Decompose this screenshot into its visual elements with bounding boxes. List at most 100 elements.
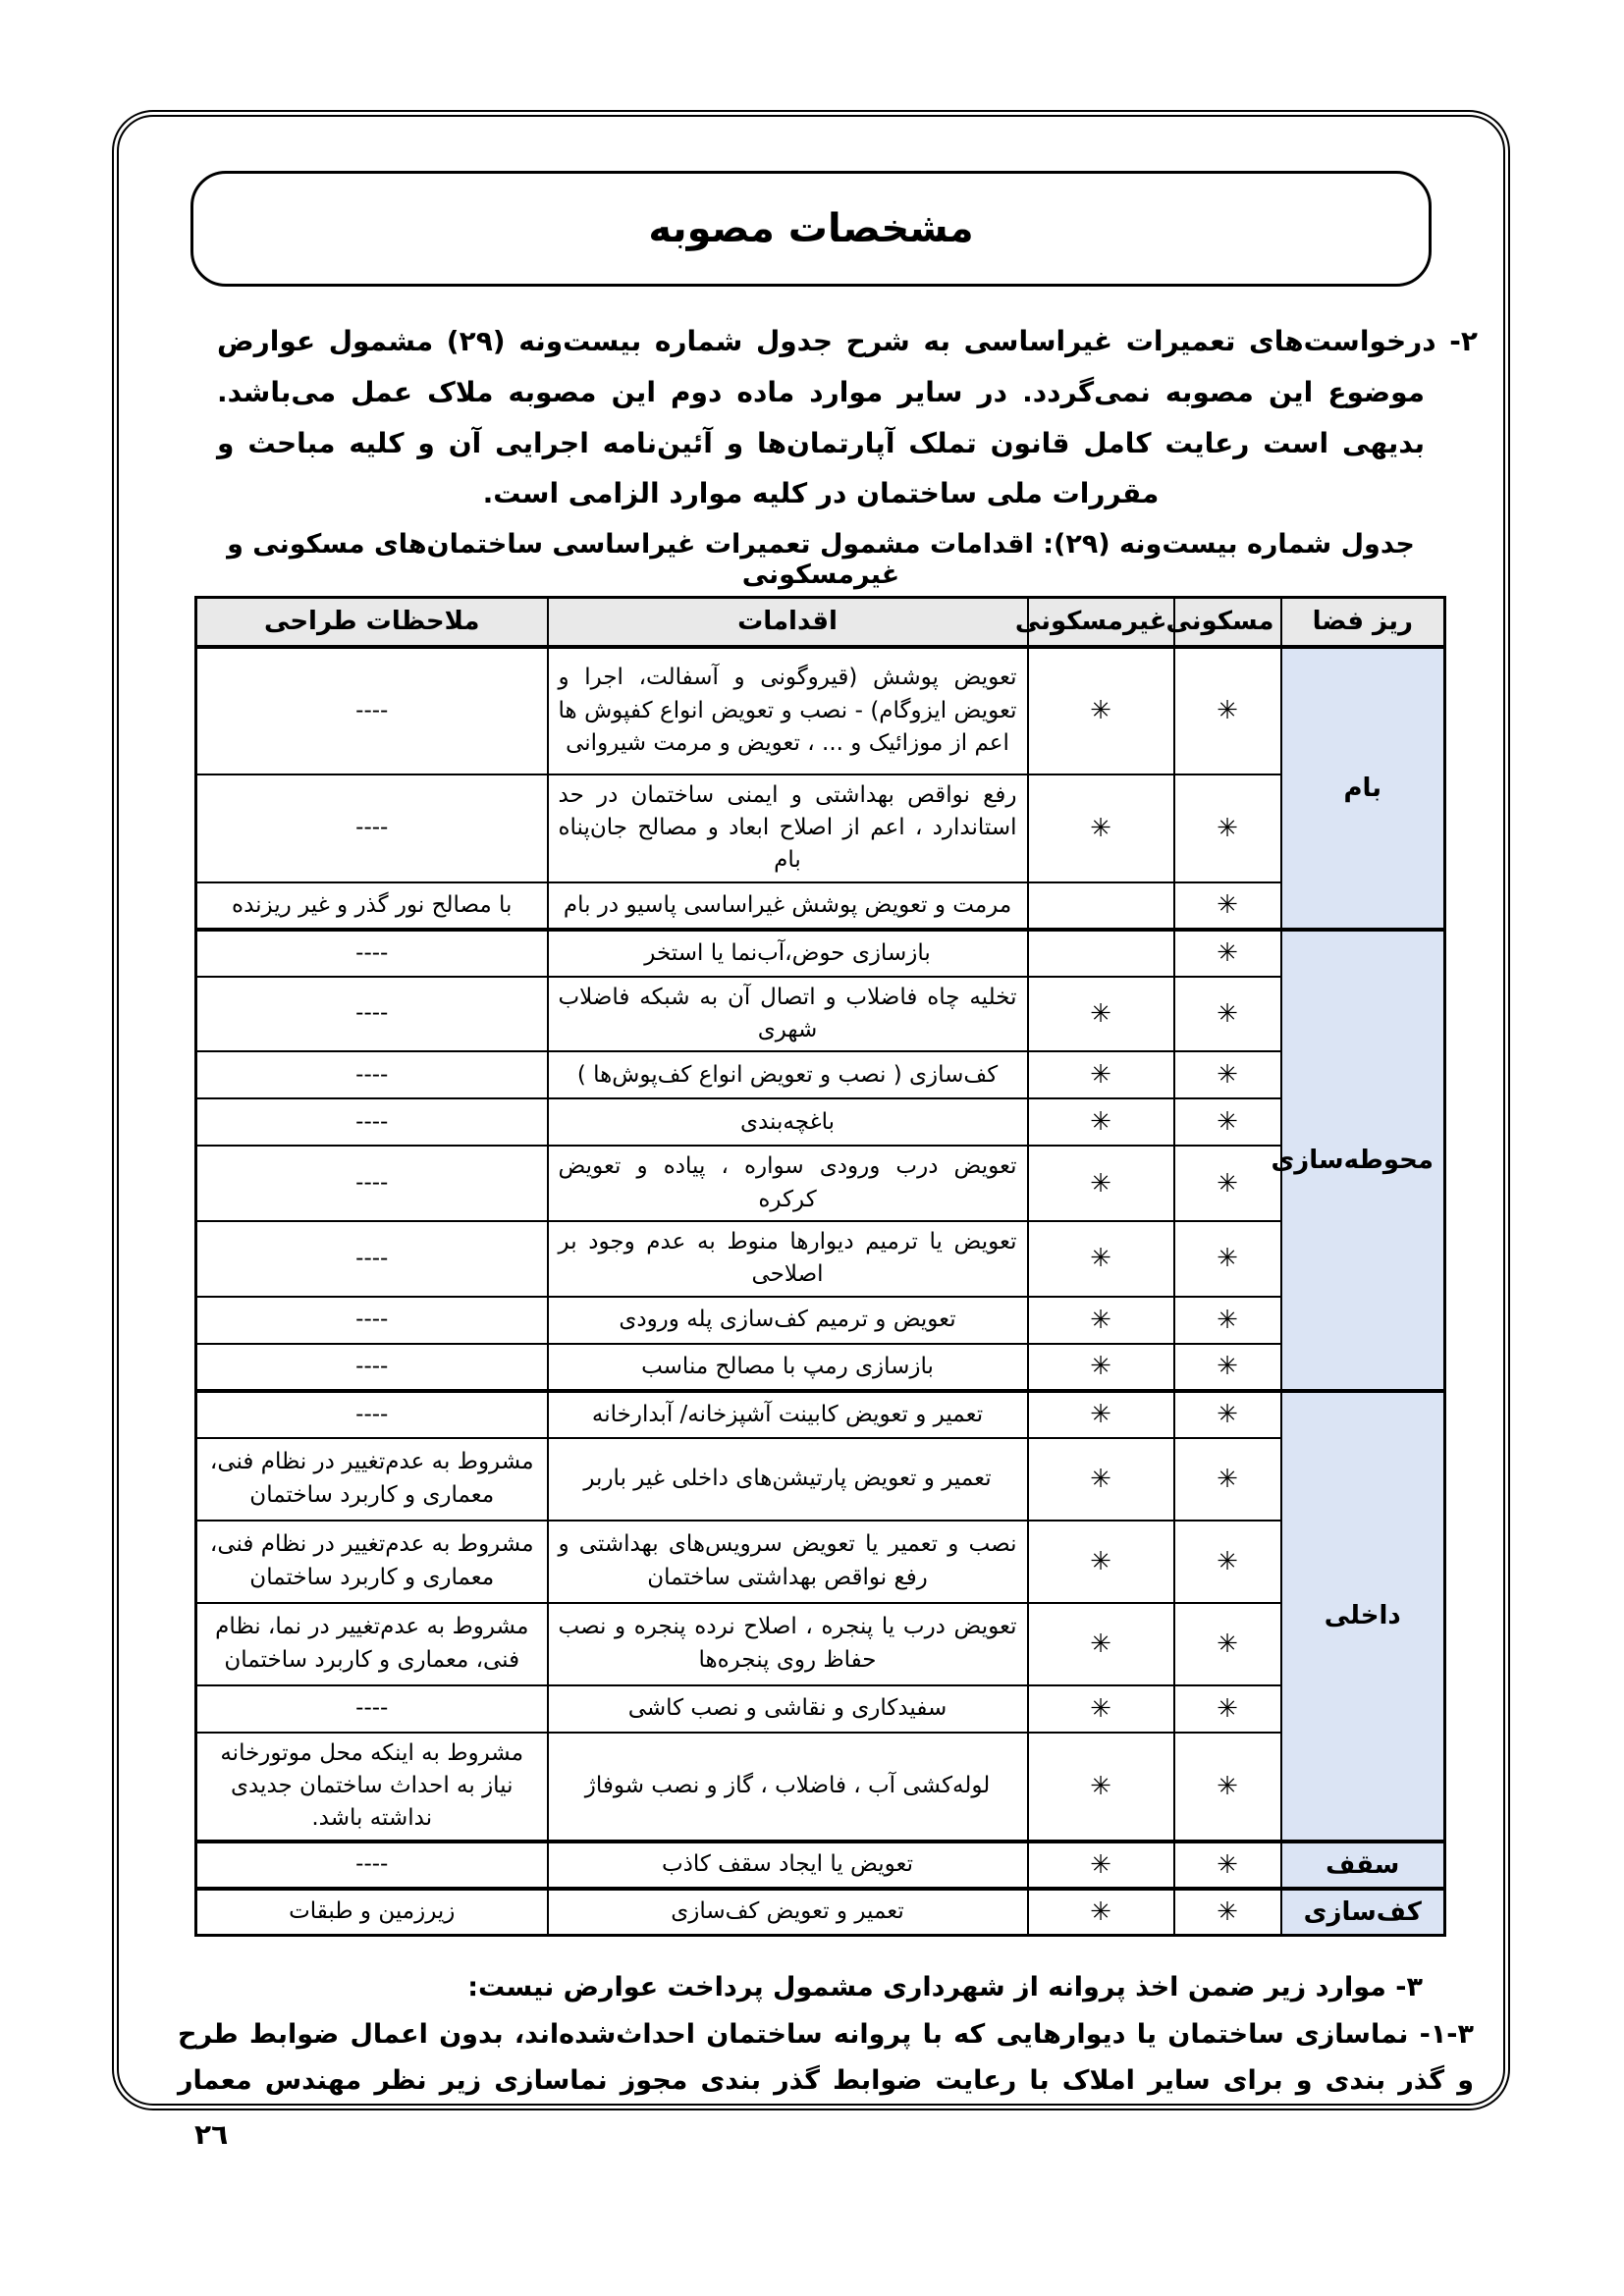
note-cell: ---- [194,1839,549,1890]
mark-nonresidential: ✳ [1026,1050,1175,1100]
note-cell: ---- [194,1342,549,1392]
mark-residential: ✳ [1172,773,1282,883]
mark-nonresidential: ✳ [1026,1388,1175,1439]
table-row: ✳ مرمت و تعویض پوشش غیراساسی پاسیو در با… [194,881,1445,931]
mark-residential: ✳ [1172,1145,1282,1223]
action-cell: تعویض یا ایجاد سقف کاذب [546,1839,1029,1890]
action-cell: تعمیر و تعویض کف‌سازی [546,1886,1029,1937]
action-cell: تعمیر و تعویض پارتیشن‌های داخلی غیر بارب… [546,1436,1029,1522]
note-cell: ---- [194,1145,549,1223]
closing-notes: ۳- موارد زیر ضمن اخذ پروانه از شهرداری م… [178,1964,1474,2104]
table-row: ✳ ✳ بازسازی رمپ با مصالح مناسب ---- [194,1342,1445,1392]
table-row: بام ✳ ✳ تعویض پوشش (قیروگونی و آسفالت، ا… [194,644,1446,931]
mark-residential: ✳ [1172,1097,1282,1148]
action-cell: لوله‌کشی آب ، فاضلاب ، گاز و نصب شوفاژ [546,1731,1029,1842]
note-cell: ---- [194,1295,549,1345]
table-row: ✳ ✳ نصب و تعمیر یا تعویض سرویس‌های بهداش… [194,1519,1445,1604]
mark-residential: ✳ [1172,1886,1282,1937]
mark-nonresidential: ✳ [1026,1342,1175,1392]
mark-residential: ✳ [1172,1731,1282,1842]
note-cell: ---- [194,1220,549,1298]
mark-residential: ✳ [1172,1050,1282,1100]
note-cell: ---- [194,1683,549,1734]
mark-nonresidential: ✳ [1026,644,1175,775]
table-row: ✳ ✳ رفع نواقص بهداشتی و ایمنی ساختمان در… [194,773,1445,883]
table-row: ✳ ✳ لوله‌کشی آب ، فاضلاب ، گاز و نصب شوف… [194,1731,1445,1842]
table-row: ✳ ✳ باغچه‌بندی ---- [194,1097,1445,1148]
action-cell: تعمیر و تعویض کابینت آشپزخانه/ آبدارخانه [546,1388,1029,1439]
mark-nonresidential: ✳ [1026,1731,1175,1842]
note-cell: ---- [194,1388,549,1439]
action-cell: رفع نواقص بهداشتی و ایمنی ساختمان در حد … [546,773,1029,883]
mark-nonresidential: ✳ [1026,1145,1175,1223]
table-row: ✳ ✳ تخلیه چاه فاضلاب و اتصال آن به شبکه … [194,975,1445,1053]
table-row: ✳ ✳ تعویض و ترمیم کف‌سازی پله ورودی ---- [194,1295,1445,1345]
table-row: کف‌سازی ✳ ✳ تعمیر و تعویض کف‌سازی زیرزمی… [194,1886,1446,1937]
note-cell: ---- [194,1050,549,1100]
note-cell: مشروط به عدم‌تغییر در نظام فنی، معماری و… [194,1436,549,1522]
table-row: ✳ ✳ تعمیر و تعویض پارتیشن‌های داخلی غیر … [194,1436,1445,1522]
table-row: ✳ ✳ سفیدکاری و نقاشی و نصب کاشی ---- [194,1683,1445,1734]
mark-nonresidential: ✳ [1026,1839,1175,1890]
note-cell: با مصالح نور گذر و غیر ریزنده [194,881,549,931]
note-cell: مشروط به عدم‌تغییر در نظام فنی، معماری و… [194,1519,549,1604]
col-header-nonresidential: غیرمسکونی [1015,596,1175,648]
action-cell: تخلیه چاه فاضلاب و اتصال آن به شبکه فاضل… [546,975,1029,1053]
mark-residential: ✳ [1172,1683,1282,1734]
action-cell: مرمت و تعویض پوشش غیراساسی پاسیو در بام [546,881,1029,931]
mark-nonresidential: ✳ [1026,1683,1175,1734]
mark-residential: ✳ [1172,881,1282,931]
action-cell: تعویض و ترمیم کف‌سازی پله ورودی [546,1295,1029,1345]
note-cell: ---- [194,773,549,883]
mark-residential: ✳ [1172,1388,1282,1439]
note-cell: ---- [194,927,549,978]
title-box: مشخصات مصوبه [190,171,1432,287]
mark-nonresidential: ✳ [1026,975,1175,1053]
col-header-notes: ملاحظات طراحی [194,596,549,648]
col-header-actions: اقدامات [546,596,1029,648]
note-cell: ---- [194,644,549,775]
note-cell: ---- [194,975,549,1053]
mark-residential: ✳ [1172,1342,1282,1392]
note-item-3: ۳- موارد زیر ضمن اخذ پروانه از شهرداری م… [467,1972,1423,2003]
mark-nonresidential: ✳ [1026,1886,1175,1937]
mark-residential: ✳ [1172,975,1282,1053]
note-item-3-1: ۱-۳- نماسازی ساختمان یا دیوارهایی که با … [178,2018,1474,2096]
page-frame: مشخصات مصوبه ۲- درخواست‌های تعمیرات غیرا… [112,110,1510,2110]
note-cell: مشروط به اینکه محل موتورخانه نیاز به احد… [194,1731,549,1842]
table-row: ✳ ✳ تعویض درب یا پنجره ، اصلاح نرده پنجر… [194,1601,1445,1686]
mark-nonresidential: ✳ [1026,1601,1175,1686]
repairs-table: ریز فضا مسکونی غیرمسکونی اقدامات ملاحظات… [194,596,1446,1938]
space-cell-interior: داخلی [1279,1388,1446,1842]
mark-nonresidential: ✳ [1026,1097,1175,1148]
action-cell: تعویض درب ورودی سواره ، پیاده و تعویض کر… [546,1145,1029,1223]
action-cell: سفیدکاری و نقاشی و نصب کاشی [546,1683,1029,1734]
action-cell: بازسازی رمپ با مصالح مناسب [546,1342,1029,1392]
space-cell-ceiling: سقف [1279,1839,1446,1890]
col-header-space: ریز فضا [1279,596,1446,648]
action-cell: باغچه‌بندی [546,1097,1029,1148]
mark-nonresidential: ✳ [1026,1519,1175,1604]
action-cell: نصب و تعمیر یا تعویض سرویس‌های بهداشتی و… [546,1519,1029,1604]
mark-nonresidential [1026,927,1175,978]
action-cell: کف‌سازی ( نصب و تعویض انواع کف‌پوش‌ها ) [546,1050,1029,1100]
action-cell: تعویض یا ترمیم دیوارها منوط به عدم وجود … [546,1220,1029,1298]
mark-residential: ✳ [1172,1601,1282,1686]
space-cell-roof: بام [1279,644,1446,931]
mark-residential: ✳ [1172,1519,1282,1604]
page-title: مشخصات مصوبه [648,206,974,251]
mark-nonresidential [1026,881,1175,931]
mark-residential: ✳ [1172,1220,1282,1298]
page-number: ۲٦ [194,2118,229,2151]
intro-paragraph: ۲- درخواست‌های تعمیرات غیراساسی به شرح ج… [217,325,1478,510]
mark-residential: ✳ [1172,1295,1282,1345]
note-cell: زیرزمین و طبقات [194,1886,549,1937]
table-caption: جدول شماره بیست‌ونه (۲۹): اقدامات مشمول … [227,529,1415,591]
mark-residential: ✳ [1172,1436,1282,1522]
table-row: ✳ ✳ تعویض درب ورودی سواره ، پیاده و تعوی… [194,1145,1445,1223]
table-row: محوطه‌سازی ✳ بازسازی حوض،آب‌نما یا استخر… [194,927,1446,1392]
table-header-row: ریز فضا مسکونی غیرمسکونی اقدامات ملاحظات… [194,596,1446,648]
table-row: سقف ✳ ✳ تعویض یا ایجاد سقف کاذب ---- [194,1839,1446,1890]
action-cell: بازسازی حوض،آب‌نما یا استخر [546,927,1029,978]
mark-nonresidential: ✳ [1026,1220,1175,1298]
